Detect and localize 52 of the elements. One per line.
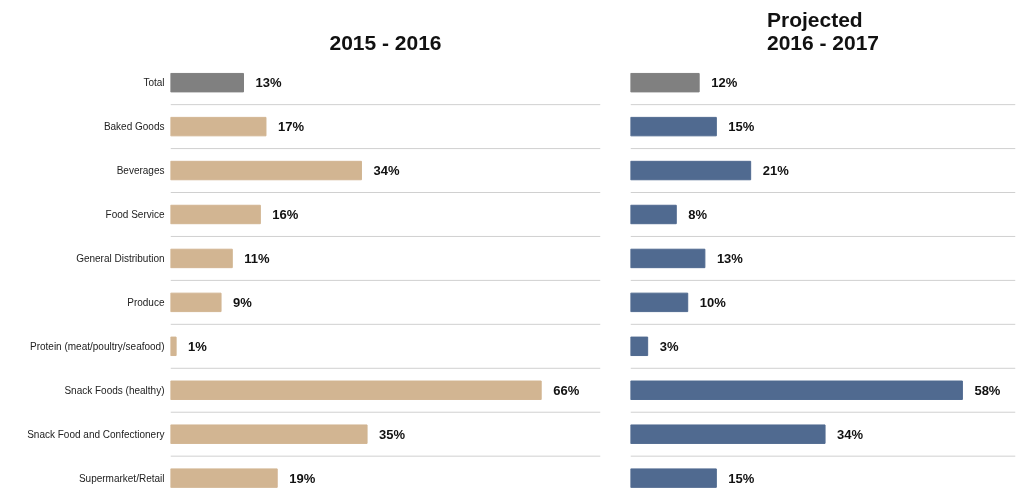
bar (170, 468, 278, 488)
bar (630, 380, 963, 400)
bar (630, 336, 649, 357)
data-label: 8% (688, 206, 708, 222)
y-tick-label: Protein (meat/poultry/seafood) (29, 340, 165, 352)
y-tick-label: Supermarket/Retail (78, 472, 165, 484)
bar (170, 160, 362, 181)
bar (630, 72, 700, 93)
bar (170, 72, 245, 93)
data-label: 10% (699, 294, 727, 310)
data-label: 11% (244, 250, 271, 266)
bar (170, 380, 542, 400)
bar (630, 248, 706, 269)
data-label: 34% (373, 163, 400, 179)
data-label: 3% (659, 338, 679, 354)
bar (630, 292, 689, 313)
bar (170, 204, 261, 225)
bar (630, 116, 717, 137)
bar (630, 160, 752, 181)
y-tick-label: Beverages (116, 165, 165, 177)
y-tick-label: General Distribution (76, 252, 165, 264)
data-label: 15% (728, 470, 755, 486)
data-label: 9% (233, 294, 253, 310)
bar (170, 292, 222, 313)
chart-title: 2015 - 2016 (329, 30, 442, 54)
data-label: 66% (553, 382, 580, 398)
data-label: 19% (289, 470, 316, 486)
y-tick-label: Baked Goods (103, 121, 165, 133)
data-label: 21% (762, 163, 790, 179)
y-tick-label: Snack Foods (healthy) (64, 384, 165, 396)
data-label: 15% (728, 119, 755, 135)
y-tick-label: Produce (127, 296, 165, 308)
data-label: 13% (716, 250, 744, 266)
data-label: 13% (255, 75, 282, 91)
data-label: 17% (277, 119, 305, 135)
bar (630, 424, 826, 444)
bar (170, 248, 233, 269)
bar (170, 336, 177, 357)
bar (170, 116, 267, 137)
data-label: 12% (711, 75, 738, 91)
data-label: 16% (272, 206, 299, 222)
data-label: 35% (379, 426, 406, 442)
data-label: 58% (974, 382, 1001, 398)
bar (630, 468, 717, 488)
chart-title: Projected 2016 - 2017 (766, 7, 880, 54)
data-label: 1% (188, 338, 208, 354)
y-tick-label: Snack Food and Confectionery (27, 428, 165, 440)
bar (630, 204, 677, 225)
bar (170, 424, 368, 444)
y-tick-label: Food Service (105, 208, 165, 220)
data-label: 34% (837, 426, 864, 442)
y-tick-label: Total (143, 77, 165, 89)
